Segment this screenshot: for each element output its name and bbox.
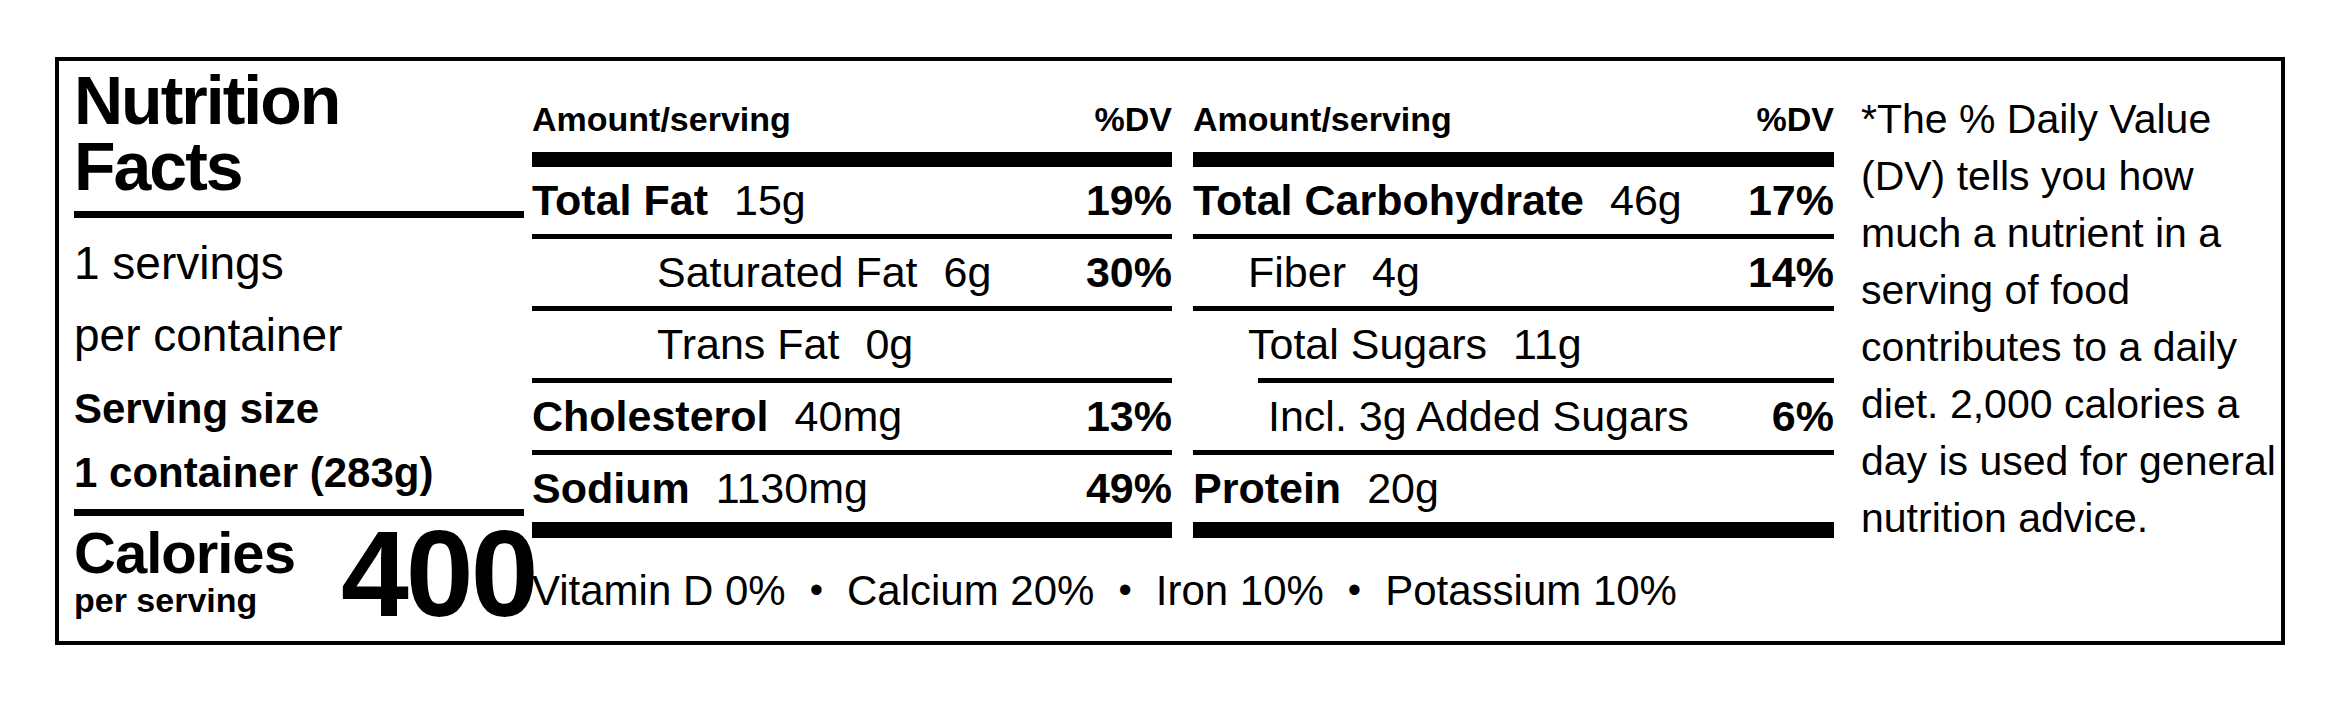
nutrient-row-added-sugars: Incl. 3g Added Sugars 6% bbox=[1193, 383, 1834, 450]
calories-label: Calories bbox=[74, 523, 295, 583]
nutrient-row-fiber: Fiber 4g 14% bbox=[1193, 239, 1834, 306]
nutrient-dv: 17% bbox=[1748, 176, 1834, 225]
nutrient-column-fat-sodium: Amount/serving %DV Total Fat 15g 19% Sat… bbox=[532, 99, 1172, 538]
servings-count: 1 servings bbox=[74, 227, 343, 299]
percent-dv-header: %DV bbox=[1757, 100, 1834, 139]
thick-bar bbox=[1193, 152, 1834, 167]
serving-size-value: 1 container (283g) bbox=[74, 441, 433, 505]
calories-value: 400 bbox=[341, 513, 536, 635]
micronutrient-potassium: Potassium 10% bbox=[1385, 567, 1677, 614]
nutrient-dv: 6% bbox=[1772, 392, 1834, 441]
nutrient-dv: 14% bbox=[1748, 248, 1834, 297]
nutrient-name: Saturated Fat bbox=[657, 248, 918, 297]
nutrient-name: Cholesterol bbox=[532, 392, 769, 441]
nutrient-name: Fiber bbox=[1248, 248, 1346, 297]
amount-per-serving-header: Amount/serving bbox=[1193, 100, 1452, 139]
nutrient-dv: 19% bbox=[1086, 176, 1172, 225]
nutrient-column-carb-protein: Amount/serving %DV Total Carbohydrate 46… bbox=[1193, 99, 1834, 538]
serving-size-label: Serving size bbox=[74, 377, 433, 441]
nutrient-dv: 13% bbox=[1086, 392, 1172, 441]
nutrient-amount: 15g bbox=[734, 176, 806, 225]
percent-dv-header: %DV bbox=[1095, 100, 1172, 139]
micronutrient-vitamin-d: Vitamin D 0% bbox=[532, 567, 786, 614]
nutrient-amount: 0g bbox=[865, 320, 913, 369]
daily-value-footnote: *The % Daily Value (DV) tells you how mu… bbox=[1861, 91, 2289, 547]
bullet-separator: • bbox=[1118, 569, 1131, 612]
calories-sublabel: per serving bbox=[74, 583, 295, 617]
micronutrient-iron: Iron 10% bbox=[1156, 567, 1324, 614]
nutrient-amount: 1130mg bbox=[716, 464, 868, 513]
nutrient-amount: 46g bbox=[1610, 176, 1682, 225]
nutrient-name: Total Carbohydrate bbox=[1193, 176, 1584, 225]
micronutrients-row: Vitamin D 0% • Calcium 20% • Iron 10% • Potass… bbox=[532, 567, 1842, 615]
micronutrient-calcium: Calcium 20% bbox=[847, 567, 1094, 614]
nutrient-amount: 6g bbox=[944, 248, 992, 297]
left-panel: Nutrition Facts 1 servings per container… bbox=[59, 61, 529, 641]
nutrient-name: Incl. 3g Added Sugars bbox=[1268, 392, 1689, 441]
servings-per-container: 1 servings per container bbox=[74, 227, 343, 371]
nutrient-row-protein: Protein 20g bbox=[1193, 455, 1834, 522]
nutrient-row-trans-fat: Trans Fat 0g bbox=[532, 311, 1172, 378]
nutrient-row-total-fat: Total Fat 15g 19% bbox=[532, 167, 1172, 234]
nutrient-amount: 40mg bbox=[795, 392, 903, 441]
nutrient-row-total-carbohydrate: Total Carbohydrate 46g 17% bbox=[1193, 167, 1834, 234]
column-header: Amount/serving %DV bbox=[1193, 99, 1834, 139]
title-line-2: Facts bbox=[74, 133, 339, 199]
nutrient-row-sodium: Sodium 1130mg 49% bbox=[532, 455, 1172, 522]
label-title: Nutrition Facts bbox=[74, 67, 339, 199]
nutrient-dv: 30% bbox=[1086, 248, 1172, 297]
nutrition-facts-label: Nutrition Facts 1 servings per container… bbox=[55, 57, 2285, 645]
serving-size-block: Serving size 1 container (283g) bbox=[74, 377, 433, 505]
nutrient-amount: 20g bbox=[1367, 464, 1439, 513]
bullet-separator: • bbox=[810, 569, 823, 612]
column-header: Amount/serving %DV bbox=[532, 99, 1172, 139]
bullet-separator: • bbox=[1348, 569, 1361, 612]
nutrient-name: Sodium bbox=[532, 464, 690, 513]
nutrient-name: Total Sugars bbox=[1248, 320, 1487, 369]
nutrient-name: Protein bbox=[1193, 464, 1341, 513]
servings-per-label: per container bbox=[74, 299, 343, 371]
calories-block: Calories per serving bbox=[74, 523, 295, 617]
nutrient-row-saturated-fat: Saturated Fat 6g 30% bbox=[532, 239, 1172, 306]
title-line-1: Nutrition bbox=[74, 67, 339, 133]
nutrient-row-cholesterol: Cholesterol 40mg 13% bbox=[532, 383, 1172, 450]
nutrient-dv: 49% bbox=[1086, 464, 1172, 513]
nutrient-row-total-sugars: Total Sugars 11g bbox=[1193, 311, 1834, 378]
thick-bar bbox=[532, 522, 1172, 538]
nutrient-name: Trans Fat bbox=[657, 320, 839, 369]
nutrient-amount: 4g bbox=[1372, 248, 1420, 297]
thick-bar bbox=[532, 152, 1172, 167]
nutrient-name: Total Fat bbox=[532, 176, 708, 225]
amount-per-serving-header: Amount/serving bbox=[532, 100, 791, 139]
page-background: Nutrition Facts 1 servings per container… bbox=[0, 0, 2340, 702]
nutrient-amount: 11g bbox=[1513, 320, 1582, 369]
title-underline-divider bbox=[74, 211, 524, 218]
thick-bar bbox=[1193, 522, 1834, 538]
